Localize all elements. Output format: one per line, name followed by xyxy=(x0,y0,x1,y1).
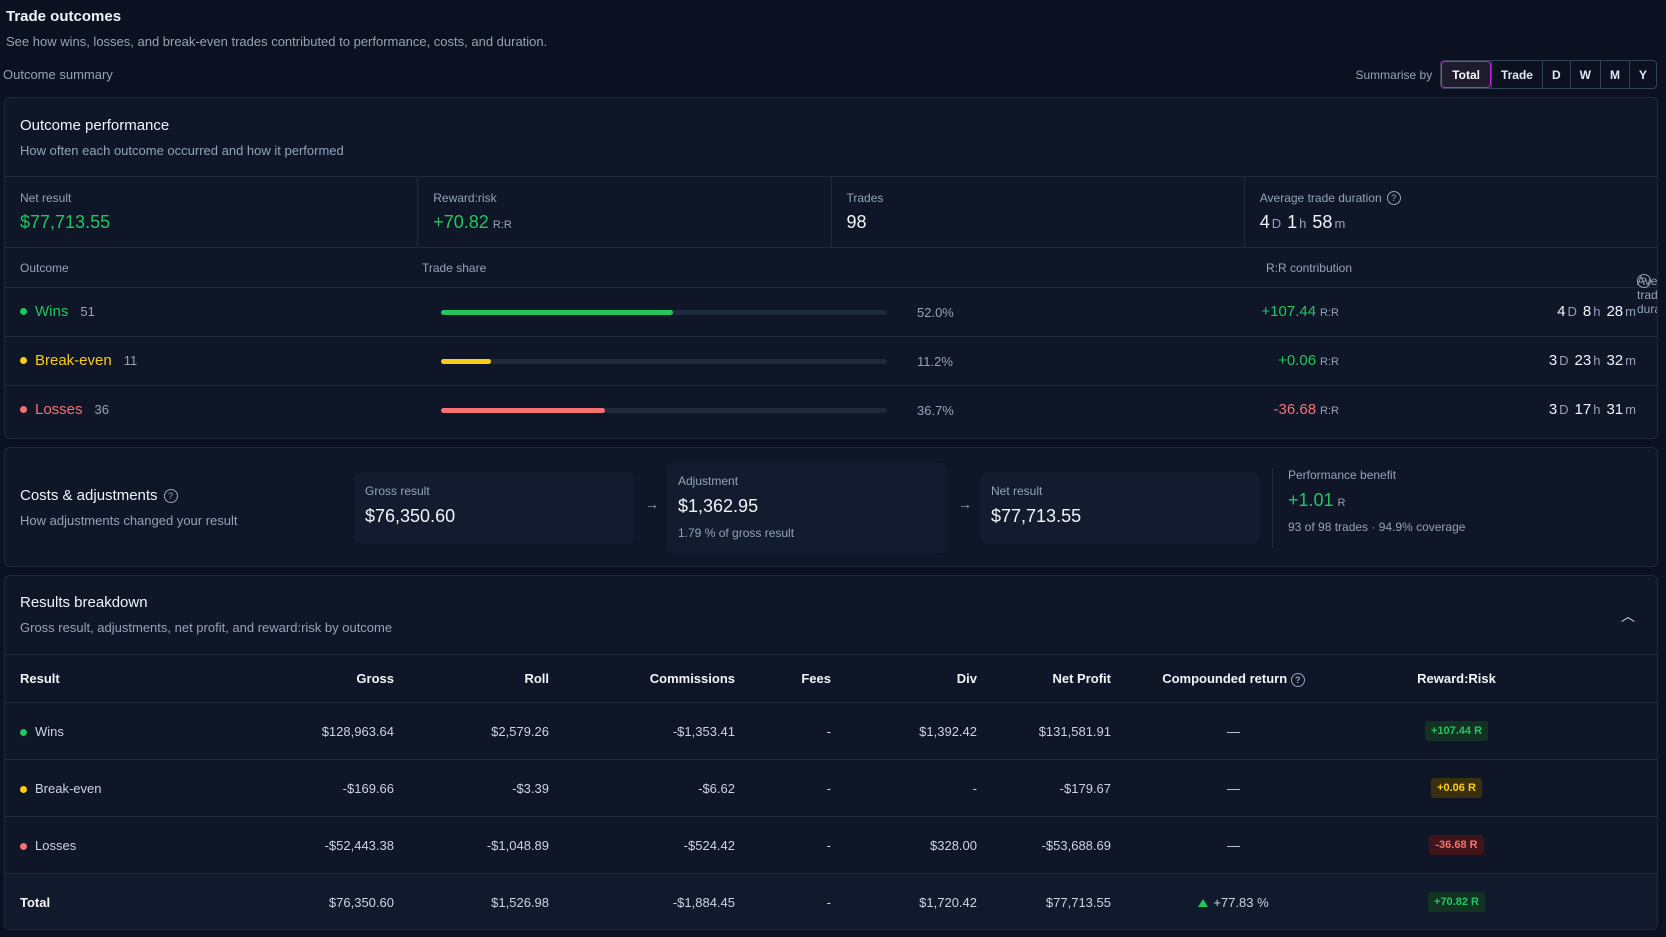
reward-risk-badge: -36.68 R xyxy=(1429,835,1484,855)
page-header: Trade outcomes See how wins, losses, and… xyxy=(6,8,547,49)
trade-share-bar xyxy=(441,359,887,364)
adjustment-box: Adjustment $1,362.95 1.79 % of gross res… xyxy=(667,463,947,553)
summarise-week-button[interactable]: W xyxy=(1569,61,1600,88)
gross-result-box: Gross result $76,350.60 xyxy=(354,473,634,543)
win-dot-icon xyxy=(20,728,27,736)
collapse-chevron-up-icon[interactable]: ︿ xyxy=(1621,608,1635,624)
results-subtitle: Gross result, adjustments, net profit, a… xyxy=(20,620,393,635)
help-icon[interactable]: ? xyxy=(1290,672,1305,687)
page-title: Trade outcomes xyxy=(6,8,122,25)
table-row-total: Total $76,350.60 $1,526.98 -$1,884.45 - … xyxy=(5,873,1657,929)
break-even-dot-icon xyxy=(20,785,27,793)
trade-share-bar xyxy=(441,310,887,315)
reward-risk-badge: +107.44 R xyxy=(1424,721,1489,741)
summarise-segmented: Total Trade D W M Y xyxy=(1440,60,1657,89)
results-table: Result Gross Roll Commissions Fees Div N… xyxy=(5,654,1657,929)
stat-average-duration: Average trade duration? 4 D 1 h 58 m xyxy=(1243,177,1657,247)
up-triangle-icon xyxy=(1198,898,1209,907)
outcome-performance-title: Outcome performance xyxy=(20,117,170,134)
net-result-value: $77,713.55 xyxy=(20,212,111,232)
loss-dot-icon xyxy=(20,842,27,850)
table-row-break-even: Break-even -$169.66 -$3.39 -$6.62 - - -$… xyxy=(5,759,1657,817)
net-result-box: Net result $77,713.55 xyxy=(980,473,1260,543)
performance-benefit: Performance benefit +1.01 R 93 of 98 trad… xyxy=(1288,468,1466,534)
outcome-row-losses: Losses 36 36.7% -36.68 R:R 3 D 17 h 31 m xyxy=(5,386,1657,435)
results-title: Results breakdown xyxy=(20,594,148,611)
stat-reward-risk: Reward:risk +70.82 R:R xyxy=(417,177,830,247)
summarise-control: Summarise by Total Trade D W M Y xyxy=(1355,60,1657,89)
summarise-day-button[interactable]: D xyxy=(1541,61,1570,88)
costs-adjustments-card: Costs & adjustments? How adjustments cha… xyxy=(4,447,1658,567)
summarise-month-button[interactable]: M xyxy=(1599,61,1629,88)
stats-row: Net result $77,713.55 Reward:risk +70.82… xyxy=(5,176,1657,248)
summarise-label: Summarise by xyxy=(1355,67,1433,82)
average-duration-value: 4 D 1 h 58 m xyxy=(1259,212,1346,232)
summarise-trade-button[interactable]: Trade xyxy=(1490,61,1542,88)
table-row-wins: Wins $128,963.64 $2,579.26 -$1,353.41 - … xyxy=(5,702,1657,760)
outcome-row-break-even: Break-even 11 11.2% +0.06 R:R 3 D 23 h 32 m xyxy=(5,337,1657,386)
outcome-performance-card: Outcome performance How often each outco… xyxy=(4,97,1658,439)
help-icon[interactable]: ? xyxy=(163,488,178,503)
reward-risk-badge: +70.82 R xyxy=(1428,892,1485,913)
trades-value: 98 xyxy=(846,212,867,232)
outcome-row-wins: Wins 51 52.0% +107.44 R:R 4 D 8 h 28 m xyxy=(5,288,1657,337)
reward-risk-value: +70.82 xyxy=(433,212,489,232)
outcome-table-header: Outcome Trade share R:R contribution Ave… xyxy=(5,248,1657,316)
loss-dot-icon xyxy=(20,406,27,413)
summarise-total-button[interactable]: Total xyxy=(1441,61,1491,88)
costs-title: Costs & adjustments xyxy=(20,487,158,504)
summarise-year-button[interactable]: Y xyxy=(1628,61,1656,88)
help-icon[interactable]: ? xyxy=(1637,274,1651,288)
page-subtitle: See how wins, losses, and break-even tra… xyxy=(6,34,548,49)
table-row-losses: Losses -$52,443.38 -$1,048.89 -$524.42 -… xyxy=(5,816,1657,874)
outcome-summary-label: Outcome summary xyxy=(3,67,113,82)
stat-net-result: Net result $77,713.55 xyxy=(5,177,417,247)
help-icon[interactable]: ? xyxy=(1386,191,1401,205)
arrow-right-icon: → xyxy=(958,496,972,512)
arrow-right-icon: → xyxy=(645,496,659,512)
outcome-performance-subtitle: How often each outcome occurred and how … xyxy=(20,143,344,158)
reward-risk-badge: +0.06 R xyxy=(1431,778,1482,798)
results-breakdown-card: Results breakdown Gross result, adjustme… xyxy=(4,575,1658,930)
win-dot-icon xyxy=(20,308,27,315)
trade-share-bar xyxy=(441,408,887,413)
stat-trades: Trades 98 xyxy=(830,177,1244,247)
results-header-row: Result Gross Roll Commissions Fees Div N… xyxy=(5,654,1657,703)
break-even-dot-icon xyxy=(20,357,27,364)
costs-subtitle: How adjustments changed your result xyxy=(20,513,238,528)
